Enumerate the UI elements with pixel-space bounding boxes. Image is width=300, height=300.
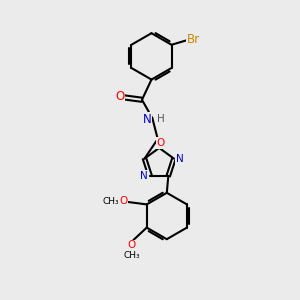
Text: Br: Br	[186, 33, 200, 46]
Text: O: O	[119, 196, 128, 206]
Text: O: O	[128, 240, 136, 250]
Text: N: N	[140, 171, 148, 181]
Text: CH₃: CH₃	[123, 251, 140, 260]
Text: CH₃: CH₃	[103, 197, 119, 206]
Text: N: N	[142, 113, 151, 126]
Text: H: H	[157, 114, 165, 124]
Text: N: N	[176, 154, 184, 164]
Text: O: O	[115, 90, 124, 103]
Text: O: O	[157, 138, 165, 148]
